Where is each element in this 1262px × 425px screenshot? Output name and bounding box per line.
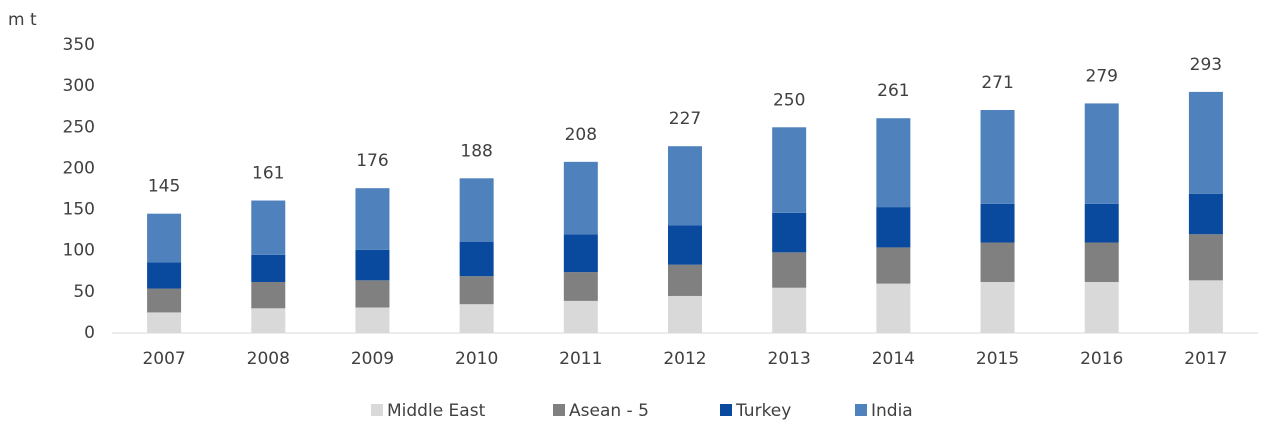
bar-segment [251, 254, 286, 282]
y-tick-label: 300 [63, 76, 95, 96]
bar-segment [147, 262, 182, 289]
bar-segment [355, 307, 390, 333]
bar-segment [147, 213, 182, 263]
y-tick-label: 150 [63, 200, 95, 220]
bar-segment [1084, 281, 1119, 333]
bar-segment [980, 242, 1015, 282]
x-tick-label: 2007 [142, 349, 185, 369]
y-tick-label: 200 [63, 158, 95, 178]
bar-segment [876, 207, 911, 248]
y-tick-label: 50 [73, 282, 95, 302]
legend-swatch [371, 404, 383, 416]
legend-swatch [720, 404, 732, 416]
total-label: 145 [148, 177, 180, 197]
total-label: 161 [252, 164, 284, 184]
bar-segment [147, 288, 182, 313]
x-tick-label: 2016 [1080, 349, 1123, 369]
bar-segment [1188, 234, 1223, 281]
y-tick-label: 250 [63, 117, 95, 137]
bar-segment [459, 241, 494, 277]
bar-segment [355, 249, 390, 281]
bar-segment [980, 203, 1015, 243]
bar-segment [251, 200, 286, 255]
bar-segment [459, 304, 494, 333]
bar-segment [1188, 193, 1223, 235]
bar-segment [876, 283, 911, 333]
bar-segment [876, 247, 911, 284]
x-tick-label: 2011 [559, 349, 602, 369]
bar-segment [668, 146, 702, 226]
x-tick-label: 2012 [663, 349, 706, 369]
y-tick-label: 0 [84, 323, 95, 343]
bar-segment [772, 252, 807, 288]
x-tick-label: 2008 [247, 349, 290, 369]
x-tick-label: 2013 [768, 349, 811, 369]
bar-segment [251, 308, 286, 333]
x-tick-label: 2010 [455, 349, 498, 369]
total-label: 188 [460, 141, 492, 161]
legend-swatch [553, 404, 565, 416]
legend-label: India [871, 401, 913, 421]
legend-swatch [855, 404, 867, 416]
bar-segment [459, 276, 494, 305]
bar-segment [668, 264, 702, 296]
bar-segment [980, 281, 1015, 333]
total-label: 279 [1086, 66, 1118, 86]
total-label: 293 [1190, 55, 1222, 75]
y-tick-label: 350 [63, 35, 95, 55]
total-label: 176 [356, 151, 388, 171]
legend-label: Turkey [735, 401, 791, 421]
bar-segment [668, 225, 702, 265]
bar-segment [1084, 203, 1119, 243]
legend-label: Middle East [387, 401, 486, 421]
total-label: 208 [565, 125, 597, 145]
total-label: 261 [877, 81, 909, 101]
bar-segment [147, 312, 182, 333]
bar-segment [1084, 103, 1119, 204]
bar-segment [563, 300, 598, 333]
bar-segment [980, 110, 1015, 204]
bar-segment [563, 161, 598, 235]
bar-segment [772, 212, 807, 253]
total-label: 250 [773, 90, 805, 110]
x-tick-label: 2015 [976, 349, 1019, 369]
total-label: 271 [981, 73, 1013, 93]
x-tick-label: 2017 [1184, 349, 1227, 369]
x-tick-label: 2014 [872, 349, 915, 369]
x-tick-label: 2009 [351, 349, 394, 369]
bar-segment [563, 234, 598, 273]
bar-segment [1188, 280, 1223, 333]
bar-segment [876, 118, 911, 208]
bar-segment [563, 272, 598, 301]
y-axis-label: m t [8, 10, 37, 30]
y-tick-label: 100 [63, 241, 95, 261]
bar-segment [772, 127, 807, 213]
bar-segment [668, 295, 702, 333]
bar-segment [1084, 242, 1119, 282]
bar-segment [355, 188, 390, 250]
bar-segment [1188, 91, 1223, 194]
bar-segment [355, 280, 390, 308]
bar-segment [251, 281, 286, 309]
bar-segment [772, 287, 807, 333]
bar-segment [459, 178, 494, 242]
legend-label: Asean - 5 [569, 401, 649, 421]
total-label: 227 [669, 109, 701, 129]
